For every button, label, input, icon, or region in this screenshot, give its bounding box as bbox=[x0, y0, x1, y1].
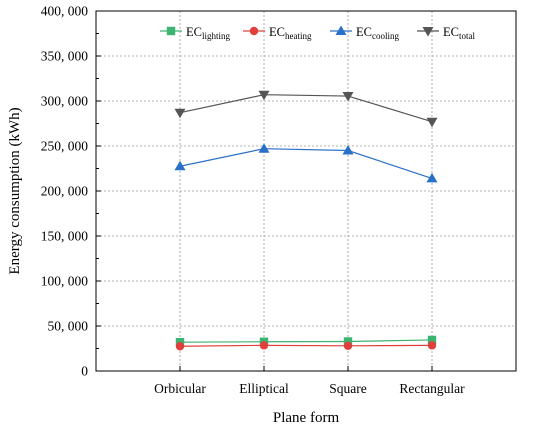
legend-marker bbox=[422, 27, 434, 37]
cooling-point bbox=[342, 145, 354, 155]
series-layer bbox=[174, 90, 438, 351]
series-cooling bbox=[174, 143, 438, 183]
lighting-line bbox=[179, 339, 433, 343]
y-axis: 0 50, 000 100, 000 150, 000 200, 000 250, 000… bbox=[41, 4, 101, 379]
legend-item-lighting: EClighting bbox=[160, 25, 230, 41]
total-point bbox=[258, 90, 270, 101]
series-lighting bbox=[175, 335, 437, 347]
y-tick-label: 300, 000 bbox=[41, 94, 89, 109]
legend-item-cooling: ECcooling bbox=[330, 25, 399, 41]
y-tick-label: 150, 000 bbox=[41, 229, 89, 244]
total-line bbox=[179, 94, 433, 123]
heating-point bbox=[427, 341, 437, 350]
y-axis-title: Energy consumption (kWh) bbox=[7, 107, 23, 274]
legend: EClighting ECheating ECcooling ECtotal bbox=[160, 25, 475, 41]
legend-marker bbox=[335, 25, 347, 35]
cooling-line bbox=[179, 148, 433, 179]
cooling-point bbox=[174, 160, 186, 171]
heating-point bbox=[259, 341, 269, 350]
x-tick-label: Square bbox=[329, 381, 367, 396]
x-tick-label: Elliptical bbox=[239, 381, 289, 396]
total-point bbox=[426, 117, 438, 128]
cooling-point bbox=[258, 143, 270, 153]
lighting-point bbox=[343, 337, 353, 346]
series-heating bbox=[175, 341, 437, 351]
legend-label: EClighting bbox=[186, 25, 230, 41]
cooling-point bbox=[426, 172, 438, 183]
y-tick-label: 250, 000 bbox=[41, 139, 89, 154]
series-total bbox=[174, 90, 438, 128]
legend-label: ECheating bbox=[269, 25, 312, 41]
total-point bbox=[174, 108, 186, 119]
y-tick-label: 50, 000 bbox=[48, 319, 89, 334]
legend-label: ECtotal bbox=[443, 25, 475, 41]
y-tick-label: 200, 000 bbox=[41, 184, 89, 199]
lighting-point bbox=[427, 335, 437, 345]
y-tick-label: 400, 000 bbox=[41, 4, 89, 19]
legend-item-total: ECtotal bbox=[417, 25, 475, 41]
x-tick-label: Rectangular bbox=[399, 381, 465, 396]
y-tick-label: 0 bbox=[81, 364, 88, 379]
legend-marker bbox=[166, 26, 176, 36]
x-axis: Orbicular Elliptical Square Rectangular bbox=[154, 366, 465, 396]
heating-line bbox=[179, 344, 433, 347]
grid bbox=[96, 11, 516, 371]
legend-label: ECcooling bbox=[356, 25, 399, 41]
heating-point bbox=[175, 342, 185, 351]
x-tick-label: Orbicular bbox=[154, 381, 206, 396]
legend-marker bbox=[249, 26, 259, 36]
y-tick-label: 100, 000 bbox=[41, 274, 89, 289]
y-tick-label: 350, 000 bbox=[41, 49, 89, 64]
legend-item-heating: ECheating bbox=[243, 25, 312, 41]
total-point bbox=[342, 92, 354, 102]
x-axis-title: Plane form bbox=[273, 410, 340, 426]
heating-point bbox=[343, 341, 353, 350]
